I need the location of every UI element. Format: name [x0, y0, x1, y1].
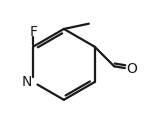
Text: F: F — [29, 25, 37, 39]
Text: O: O — [126, 62, 137, 76]
Text: N: N — [22, 75, 32, 89]
